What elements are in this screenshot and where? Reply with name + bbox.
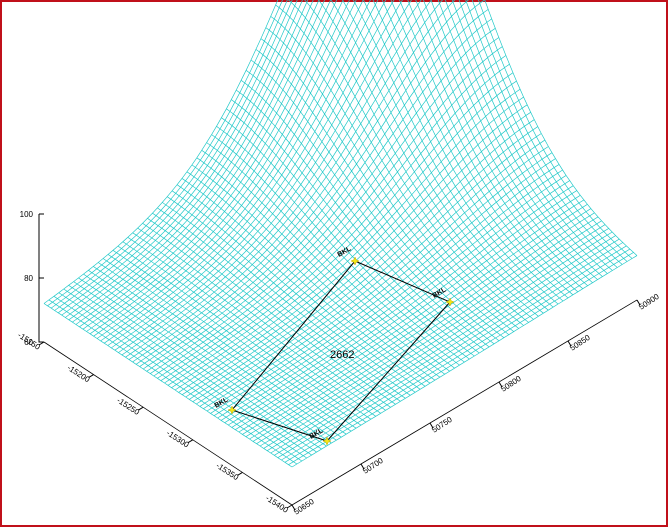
z-tick-label: 100 — [20, 210, 34, 219]
y-tick-label: -15300 — [165, 428, 191, 449]
y-tick-label: -15200 — [66, 363, 92, 384]
mesh-line-u — [51, 0, 396, 308]
x-tick-label: 50800 — [499, 374, 523, 394]
x-tick-label: 50650 — [292, 497, 316, 517]
z-axis-ticks: 6080100 — [20, 210, 44, 347]
area-annotation: 2662 — [330, 349, 354, 361]
mesh-line-v — [177, 185, 425, 387]
mesh-line-u — [239, 200, 584, 432]
mesh-line-v — [182, 178, 430, 383]
x-tick-label: 50850 — [568, 333, 592, 353]
x-axis-ticks: 50650 50700 50750 50800 50850 50900 — [292, 292, 661, 517]
mesh-line-u — [260, 225, 605, 446]
mesh-line-u — [157, 47, 502, 379]
z-tick-label: 80 — [24, 274, 33, 283]
mesh-line-u — [168, 73, 513, 386]
base-edge-x — [292, 300, 637, 505]
y-tick-label: -15150 — [16, 331, 42, 352]
mesh-line-u — [140, 0, 485, 367]
mesh-line-v — [389, 0, 637, 256]
mesh-line-u — [264, 228, 609, 448]
mesh-line-v — [305, 0, 553, 307]
mesh-line-v — [350, 0, 598, 280]
mesh-line-u — [189, 120, 534, 400]
mesh-line-u — [257, 221, 602, 444]
y-axis-ticks: -15150 -15200 -15250 -15300 -15350 -15400 — [16, 331, 292, 515]
x-tick-label: 50750 — [430, 415, 454, 435]
mesh-line-u — [72, 0, 417, 322]
mesh-line-u — [87, 0, 432, 331]
mesh-line-v — [359, 0, 607, 274]
mesh-line-u — [292, 256, 637, 467]
x-tick-label: 50700 — [361, 456, 385, 476]
mesh-line-v — [315, 0, 563, 301]
mesh-line-u — [108, 0, 453, 345]
x-tick-label: 50900 — [637, 292, 661, 312]
y-tick-label: -15400 — [264, 494, 290, 515]
mesh-line-u — [69, 0, 414, 320]
y-tick-label: -15250 — [115, 396, 141, 417]
mesh-line-u — [246, 209, 591, 437]
mesh-line-u — [242, 204, 587, 434]
y-tick-label: -15350 — [214, 461, 240, 482]
